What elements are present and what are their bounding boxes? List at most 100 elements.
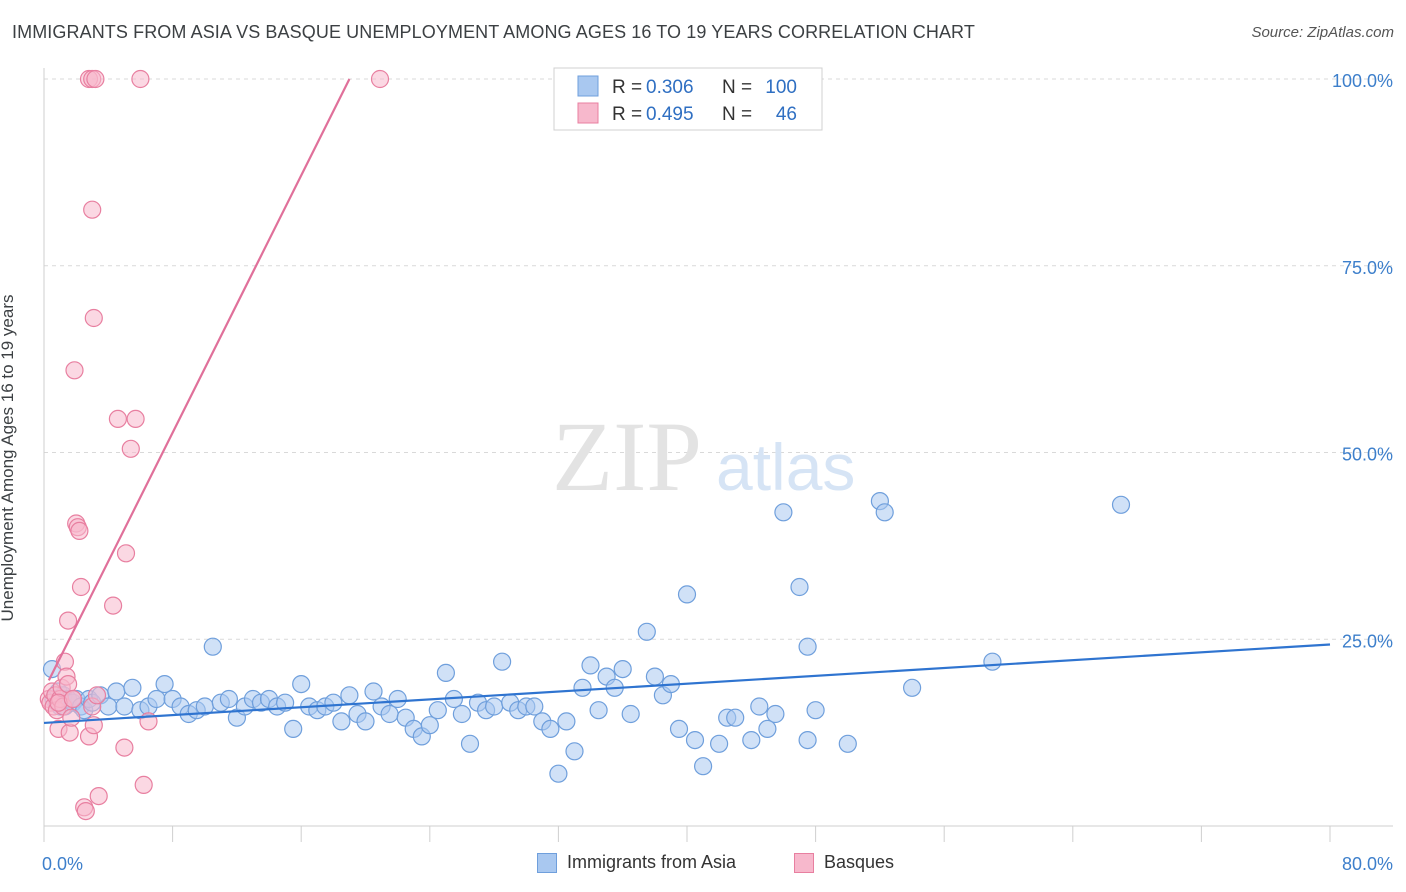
point-immigrants-from-asia — [380, 704, 399, 724]
point-immigrants-from-asia — [123, 678, 142, 697]
trendline-immigrants-from-asia — [43, 643, 1331, 725]
legend-n-label: N = — [722, 77, 752, 98]
y-tick-label: 25.0% — [1342, 631, 1393, 651]
point-immigrants-from-asia — [525, 697, 544, 716]
point-immigrants-from-asia — [115, 697, 134, 716]
point-basques — [370, 69, 390, 89]
point-immigrants-from-asia — [983, 652, 1002, 671]
point-basques — [86, 69, 105, 89]
point-immigrants-from-asia — [549, 764, 568, 783]
legend-r-label: R = — [612, 104, 642, 125]
legend-n-value: 100 — [765, 77, 797, 98]
point-immigrants-from-asia — [292, 674, 311, 694]
point-immigrants-from-asia — [709, 734, 729, 753]
point-immigrants-from-asia — [388, 689, 407, 709]
point-immigrants-from-asia — [693, 757, 713, 776]
point-basques — [58, 611, 78, 630]
point-immigrants-from-asia — [436, 663, 455, 683]
legend-item-immigrants-from-asia[interactable]: Immigrants from Asia — [537, 852, 736, 873]
point-immigrants-from-asia — [155, 674, 174, 694]
point-immigrants-from-asia — [1111, 495, 1131, 514]
trend-layer — [43, 78, 1331, 725]
point-immigrants-from-asia — [750, 697, 769, 716]
legend-item-basques[interactable]: Basques — [794, 852, 894, 873]
point-basques — [108, 409, 128, 428]
point-immigrants-from-asia — [621, 704, 640, 724]
point-basques — [71, 577, 91, 597]
point-basques — [126, 409, 145, 428]
point-immigrants-from-asia — [774, 503, 793, 522]
trendline-basques — [47, 78, 351, 681]
legend-label-immigrants: Immigrants from Asia — [567, 852, 737, 872]
points-layer — [39, 69, 1131, 821]
grid-layer — [44, 78, 1393, 640]
point-immigrants-from-asia — [203, 637, 222, 656]
point-basques — [62, 708, 81, 727]
point-immigrants-from-asia — [758, 719, 777, 739]
point-immigrants-from-asia — [637, 622, 656, 641]
point-basques — [121, 439, 140, 458]
point-immigrants-from-asia — [902, 678, 922, 697]
point-immigrants-from-asia — [565, 742, 584, 761]
point-basques — [116, 544, 136, 563]
legend-swatch — [577, 102, 599, 124]
correlation-legend: R = 0.306 N = 100 R = 0.495 N = 46 — [553, 67, 823, 131]
x-tick-label-min: 0.0% — [42, 854, 83, 874]
point-immigrants-from-asia — [573, 678, 592, 697]
chart-source: Source: ZipAtlas.com — [1251, 24, 1394, 41]
legend-n-value: 46 — [776, 104, 797, 125]
legend-box — [553, 67, 823, 131]
point-immigrants-from-asia — [340, 686, 359, 705]
x-tick-label-max: 80.0% — [1342, 854, 1393, 874]
point-immigrants-from-asia — [364, 682, 383, 701]
point-immigrants-from-asia — [766, 704, 785, 724]
point-immigrants-from-asia — [107, 682, 126, 701]
point-immigrants-from-asia — [798, 730, 817, 750]
point-immigrants-from-asia — [219, 689, 238, 709]
legend-label-basques: Basques — [824, 852, 895, 872]
point-immigrants-from-asia — [677, 585, 697, 604]
legend-r-value: 0.306 — [646, 77, 694, 98]
point-immigrants-from-asia — [541, 719, 560, 739]
point-basques — [115, 738, 134, 757]
point-immigrants-from-asia — [806, 701, 825, 720]
point-immigrants-from-asia — [420, 716, 439, 735]
legend-r-label: R = — [612, 77, 642, 98]
point-immigrants-from-asia — [726, 708, 745, 727]
point-immigrants-from-asia — [589, 701, 608, 720]
point-immigrants-from-asia — [452, 704, 471, 724]
point-immigrants-from-asia — [428, 701, 447, 720]
point-immigrants-from-asia — [790, 577, 809, 597]
point-immigrants-from-asia — [324, 693, 343, 712]
point-immigrants-from-asia — [147, 689, 166, 709]
point-immigrants-from-asia — [460, 734, 480, 753]
watermark-layer: ZIP atlas — [552, 401, 855, 512]
point-basques — [63, 689, 83, 709]
point-basques — [131, 69, 150, 89]
point-immigrants-from-asia — [645, 667, 665, 686]
y-tick-label: 75.0% — [1342, 258, 1393, 278]
point-basques — [84, 308, 103, 328]
point-immigrants-from-asia — [669, 719, 689, 739]
point-basques — [83, 200, 102, 219]
point-immigrants-from-asia — [742, 730, 761, 750]
point-immigrants-from-asia — [685, 730, 705, 750]
point-basques — [76, 801, 95, 821]
point-basques — [65, 361, 84, 380]
point-immigrants-from-asia — [798, 637, 817, 656]
point-basques — [70, 521, 89, 541]
legend-n-label: N = — [722, 104, 752, 125]
point-immigrants-from-asia — [493, 652, 512, 671]
point-basques — [134, 775, 153, 795]
legend-swatch-immigrants — [537, 852, 557, 873]
point-immigrants-from-asia — [356, 712, 375, 731]
point-immigrants-from-asia — [581, 656, 600, 675]
chart-title: IMMIGRANTS FROM ASIA VS BASQUE UNEMPLOYM… — [12, 22, 975, 42]
y-tick-label: 100.0% — [1332, 71, 1393, 91]
point-immigrants-from-asia — [284, 719, 303, 739]
point-immigrants-from-asia — [332, 712, 351, 731]
watermark-zip: ZIP — [552, 401, 702, 512]
point-immigrants-from-asia — [838, 734, 857, 753]
legend-swatch-basques — [794, 852, 814, 873]
